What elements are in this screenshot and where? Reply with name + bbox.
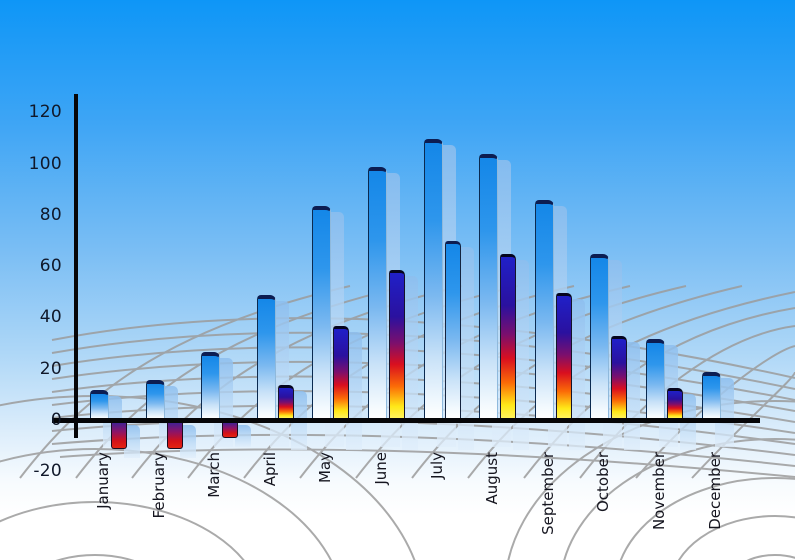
bar-august-primary	[479, 154, 499, 419]
bar-august-secondary-echo	[513, 260, 530, 450]
x-axis-label-july: July	[427, 452, 446, 479]
bar-february-primary	[145, 379, 165, 419]
bar-january-primary	[90, 390, 109, 419]
bar-june-primary	[368, 167, 387, 419]
bar-october-secondary-echo	[624, 342, 641, 450]
x-axis-label-march: March	[205, 452, 224, 498]
y-axis-tick-80: 80	[39, 204, 62, 225]
bar-may-primary	[312, 205, 332, 419]
x-axis-label-august: August	[483, 452, 502, 505]
y-axis-tick-0: 0	[50, 410, 62, 430]
x-axis-label-january: January	[94, 452, 112, 509]
x-axis-label-may: May	[316, 452, 335, 484]
bar-february-secondary-echo	[179, 425, 196, 458]
bar-july-secondary-echo	[457, 247, 474, 450]
y-axis-line	[74, 94, 78, 438]
y-axis-tick-100: 100	[28, 153, 62, 174]
bar-october-primary	[590, 254, 610, 419]
bar-march-secondary	[222, 423, 239, 439]
x-axis-label-june: June	[372, 452, 390, 485]
bar-february-secondary	[166, 423, 183, 449]
x-axis-label-february: February	[149, 452, 168, 519]
bar-july-primary	[423, 138, 443, 419]
bar-september-primary	[534, 200, 554, 419]
y-axis-tick-40: 40	[39, 307, 62, 328]
x-axis-label-october: October	[594, 452, 613, 513]
bar-november-primary	[646, 338, 665, 419]
bar-march-secondary-echo	[235, 425, 252, 448]
x-axis-label-december: December	[705, 452, 724, 530]
bar-january-secondary-echo	[124, 425, 140, 458]
y-axis-tick-120: 120	[28, 102, 62, 123]
bar-april-primary	[256, 295, 276, 419]
y-axis-tick--20: -20	[33, 461, 62, 482]
bar-june-secondary-echo	[402, 275, 418, 450]
bar-september-secondary-echo	[568, 298, 585, 450]
x-axis-label-november: November	[650, 452, 668, 531]
x-axis-baseline	[52, 418, 760, 423]
x-axis-label-april: April	[260, 452, 279, 487]
bar-december-primary	[701, 372, 721, 419]
bar-march-primary	[201, 351, 221, 419]
y-axis-tick-60: 60	[39, 256, 62, 277]
bar-january-secondary	[111, 423, 127, 449]
y-axis-tick-20: 20	[39, 358, 62, 379]
x-axis-label-september: September	[538, 452, 557, 535]
